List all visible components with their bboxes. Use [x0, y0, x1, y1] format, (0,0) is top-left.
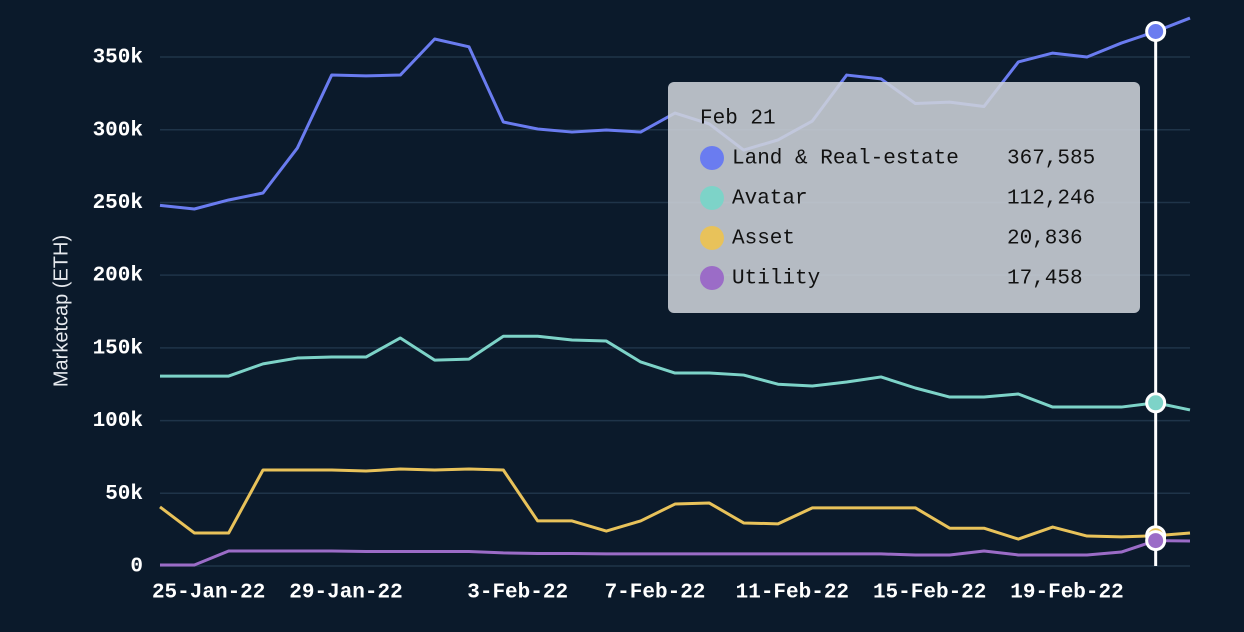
series-line	[160, 334, 1191, 412]
hover-marker	[1145, 20, 1167, 42]
y-tick-label: 50k	[105, 483, 143, 506]
tooltip-value: 20,836	[1007, 228, 1083, 251]
x-tick-label: 15-Feb-22	[873, 582, 986, 605]
tooltip-swatch	[700, 186, 724, 210]
tooltip-swatch	[700, 146, 724, 170]
tooltip-value: 17,458	[1007, 268, 1083, 291]
tooltip-swatch	[700, 226, 724, 250]
y-tick-label: 350k	[93, 47, 143, 70]
tooltip-swatch	[700, 266, 724, 290]
series-line	[160, 539, 1191, 567]
y-tick-label: 200k	[93, 265, 143, 288]
y-tick-label: 300k	[93, 119, 143, 142]
x-tick-label: 19-Feb-22	[1010, 582, 1123, 605]
hover-marker	[1145, 392, 1167, 414]
tooltip-value: 367,585	[1007, 148, 1095, 171]
tooltip-name: Avatar	[732, 188, 808, 211]
x-tick-label: 11-Feb-22	[736, 582, 849, 605]
x-tick-label: 7-Feb-22	[605, 582, 706, 605]
tooltip-name: Utility	[732, 268, 820, 291]
y-tick-label: 250k	[93, 192, 143, 215]
y-tick-label: 0	[130, 556, 143, 579]
y-tick-label: 150k	[93, 337, 143, 360]
series-line	[159, 467, 1191, 541]
x-tick-label: 29-Jan-22	[289, 582, 402, 605]
hover-marker	[1145, 530, 1167, 552]
tooltip-title: Feb 21	[700, 108, 776, 131]
tooltip-box	[668, 82, 1140, 313]
x-tick-label: 3-Feb-22	[467, 582, 568, 605]
tooltip-name: Land & Real-estate	[732, 148, 959, 171]
tooltip: Feb 21 Land & Real-estate 367,585 Avatar 112…	[668, 82, 1140, 313]
tooltip-name: Asset	[732, 228, 795, 251]
y-axis-label: Marketcap (ETH)	[50, 235, 72, 387]
y-tick-label: 100k	[93, 410, 143, 433]
x-tick-label: 25-Jan-22	[152, 582, 265, 605]
tooltip-value: 112,246	[1007, 188, 1095, 211]
